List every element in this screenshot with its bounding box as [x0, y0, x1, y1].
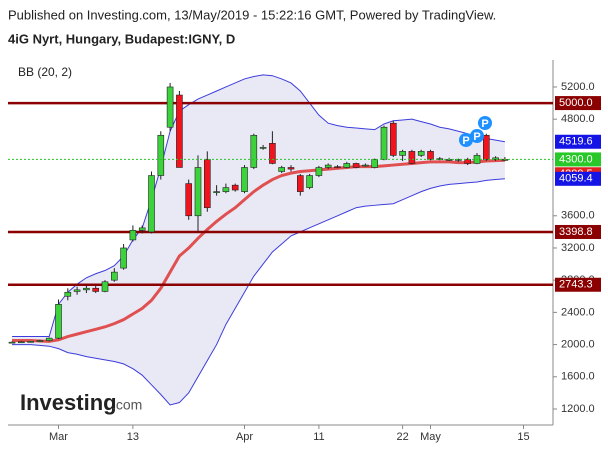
- candle-body: [17, 341, 25, 344]
- candle-body: [250, 134, 258, 168]
- candle-body: [129, 229, 137, 241]
- candle-body: [185, 183, 192, 217]
- candle-body: [352, 163, 360, 168]
- candle-body: [408, 151, 416, 164]
- level-tag: [555, 224, 601, 239]
- x-tick-label: 15: [517, 431, 529, 443]
- candle-body: [148, 175, 155, 233]
- x-tick-label: Mar: [49, 431, 68, 443]
- price-tag: [555, 152, 601, 167]
- event-marker-label: P: [462, 135, 469, 147]
- price-tag: [555, 171, 601, 186]
- candle-body: [111, 271, 118, 281]
- level-tag-label: 5000.0: [559, 97, 593, 109]
- y-tick-label: 2000.0: [561, 338, 595, 350]
- candle-body: [380, 126, 388, 160]
- price-tag: [555, 134, 601, 149]
- price-tag-label: 4300.0: [559, 153, 593, 165]
- x-tick-label: May: [420, 431, 441, 443]
- candle-body: [36, 340, 44, 342]
- candle-body: [64, 291, 72, 297]
- candle-body: [8, 341, 16, 344]
- candle-body: [222, 187, 230, 192]
- logo-suffix: .com: [112, 397, 142, 413]
- candle-body: [324, 164, 332, 168]
- x-tick-label: 11: [313, 431, 324, 443]
- candle-body: [399, 151, 406, 156]
- y-tick-label: 3600.0: [561, 210, 595, 222]
- event-marker: [459, 133, 473, 147]
- y-tick-label: 1200.0: [561, 403, 595, 415]
- candle-body: [231, 184, 239, 191]
- candle-body: [157, 134, 165, 176]
- candle-body: [362, 164, 369, 167]
- candle-body: [83, 287, 90, 291]
- band-line: [12, 178, 505, 406]
- candle-body: [120, 247, 127, 269]
- y-tick-label: 1600.0: [561, 371, 595, 383]
- event-marker-label: P: [481, 118, 488, 130]
- x-tick-label: Apr: [236, 431, 253, 443]
- candle-body: [427, 151, 434, 160]
- candle-body: [287, 167, 295, 170]
- candle-body: [92, 287, 99, 292]
- candle-body: [315, 167, 323, 176]
- candle-body: [138, 227, 146, 231]
- candle-body: [213, 191, 220, 193]
- chart-title: 4iG Nyrt, Hungary, Budapest:IGNY, D: [8, 31, 235, 46]
- candle-body: [27, 341, 34, 343]
- candle-body: [343, 163, 351, 168]
- x-tick-label: 13: [127, 431, 139, 443]
- price-tag-label: 4519.6: [559, 136, 593, 148]
- y-tick-label: 4800.0: [561, 113, 595, 125]
- candle-body: [55, 304, 62, 339]
- candle-body: [241, 167, 248, 192]
- published-note: Published on Investing.com, 13/May/2019 …: [8, 7, 496, 22]
- band-line: [12, 74, 505, 338]
- logo: Investing: [20, 390, 117, 415]
- candle-body: [259, 147, 267, 149]
- candle-body: [166, 86, 174, 128]
- candle-body: [464, 159, 472, 164]
- candle-body: [45, 337, 53, 341]
- y-tick-label: 3200.0: [561, 242, 595, 254]
- candle-body: [204, 159, 211, 209]
- candle-body: [417, 151, 425, 156]
- candle-body: [371, 159, 379, 168]
- candle-body: [194, 167, 202, 217]
- x-tick-label: 22: [396, 431, 408, 443]
- candle-body: [176, 94, 183, 168]
- candle-body: [269, 143, 276, 164]
- level-tag-label: 2743.3: [559, 279, 593, 291]
- candle-body: [101, 281, 109, 292]
- level-tag-label: 3398.8: [559, 226, 593, 238]
- level-tag: [555, 96, 601, 111]
- candle-body: [73, 289, 81, 292]
- candle-body: [389, 122, 397, 156]
- event-marker-label: P: [473, 131, 480, 143]
- indicator-label: BB (20, 2): [18, 65, 72, 79]
- band-line: [12, 158, 505, 343]
- candle-body: [306, 175, 313, 188]
- y-tick-label: 2400.0: [561, 306, 595, 318]
- price-tag-label: 4059.4: [559, 173, 593, 185]
- y-tick-label: 5200.0: [561, 81, 595, 93]
- candle-body: [296, 175, 304, 192]
- event-marker: [470, 129, 484, 143]
- candle-body: [278, 167, 286, 172]
- candle-body: [492, 157, 499, 160]
- candle-body: [334, 166, 341, 168]
- event-marker: [478, 116, 492, 130]
- candle-body: [482, 134, 490, 160]
- level-tag: [555, 277, 601, 292]
